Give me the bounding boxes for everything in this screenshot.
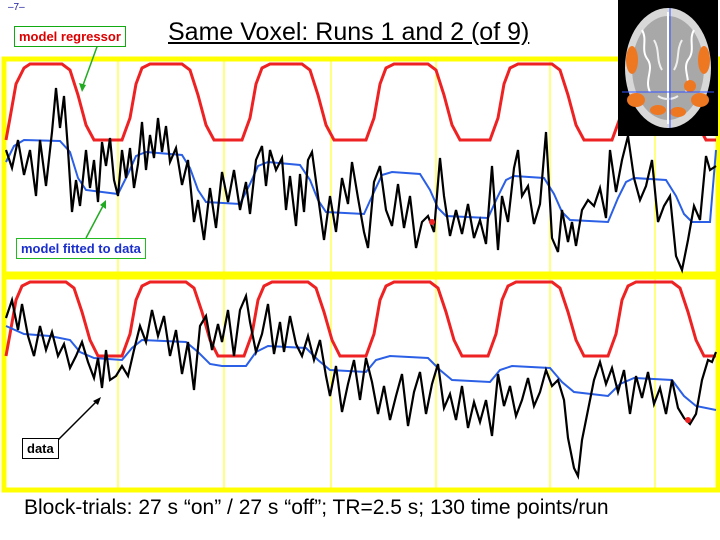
slide-title: Same Voxel: Runs 1 and 2 (of 9) (168, 18, 530, 46)
run-1-data (4, 87, 717, 274)
run-2-panel (1, 274, 720, 493)
regressor-label-arrow (81, 43, 99, 89)
fitted-label-arrow (85, 203, 105, 239)
run-2-model-fitted (5, 325, 717, 411)
run-2-data-marker (685, 417, 691, 423)
run-2-frame (1, 274, 720, 493)
regressor-arrowhead (79, 83, 86, 92)
run-1-model-regressor (4, 62, 716, 142)
model-fitted-label: model fitted to data (16, 238, 146, 259)
fitted-arrowhead (100, 200, 106, 209)
brain-slice-thumbnail (618, 0, 718, 136)
run-2-model-regressor (4, 280, 716, 358)
slide-caption: Block-trials: 27 s “on” / 27 s “off”; TR… (24, 496, 609, 519)
run-2-data (4, 292, 718, 480)
run-1-data-marker (429, 219, 435, 225)
data-label: data (22, 438, 59, 459)
page-number: –7– (8, 2, 25, 13)
data-arrowhead (93, 397, 101, 405)
model-regressor-label: model regressor (14, 26, 126, 47)
data-label-arrow (57, 399, 99, 441)
